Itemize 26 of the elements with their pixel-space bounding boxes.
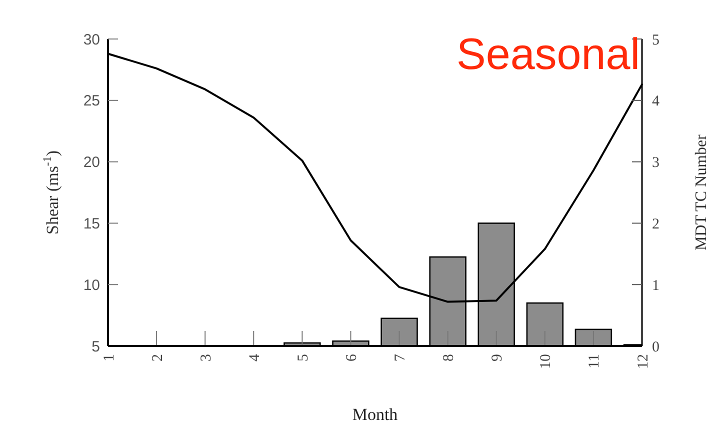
y2-tick-label: 3	[652, 155, 660, 172]
x-tick-label: 2	[150, 354, 166, 362]
y2-tick-label: 0	[652, 339, 660, 356]
x-tick-label: 7	[392, 354, 409, 362]
y2-tick-label: 2	[652, 216, 660, 232]
y2-tick-label: 5	[652, 32, 660, 48]
x-tick-label: 8	[441, 354, 458, 362]
x-axis-title: Month	[352, 405, 398, 424]
x-tick-label: 1	[101, 354, 118, 362]
y-tick-label: 20	[83, 154, 100, 172]
x-tick-label: 4	[246, 354, 263, 362]
x-tick-label: 5	[295, 354, 312, 362]
y-tick-label: 25	[83, 92, 100, 110]
y-tick-label: 10	[83, 276, 100, 294]
x-tick-label: 3	[198, 354, 214, 362]
y-tick-label: 30	[83, 31, 100, 48]
annotation: Seasonal	[456, 30, 640, 79]
x-tick-label: 9	[490, 354, 506, 362]
y2-axis-title: MDT TC Number	[693, 134, 710, 250]
x-tick-label: 12	[635, 354, 652, 369]
y2-tick-label: 4	[652, 94, 660, 110]
y-tick-label: 15	[83, 215, 100, 232]
x-tick-label: 10	[538, 354, 554, 369]
x-tick-label: 6	[344, 354, 360, 362]
y2-tick-label: 1	[652, 278, 660, 294]
x-tick-label: 11	[586, 354, 603, 368]
